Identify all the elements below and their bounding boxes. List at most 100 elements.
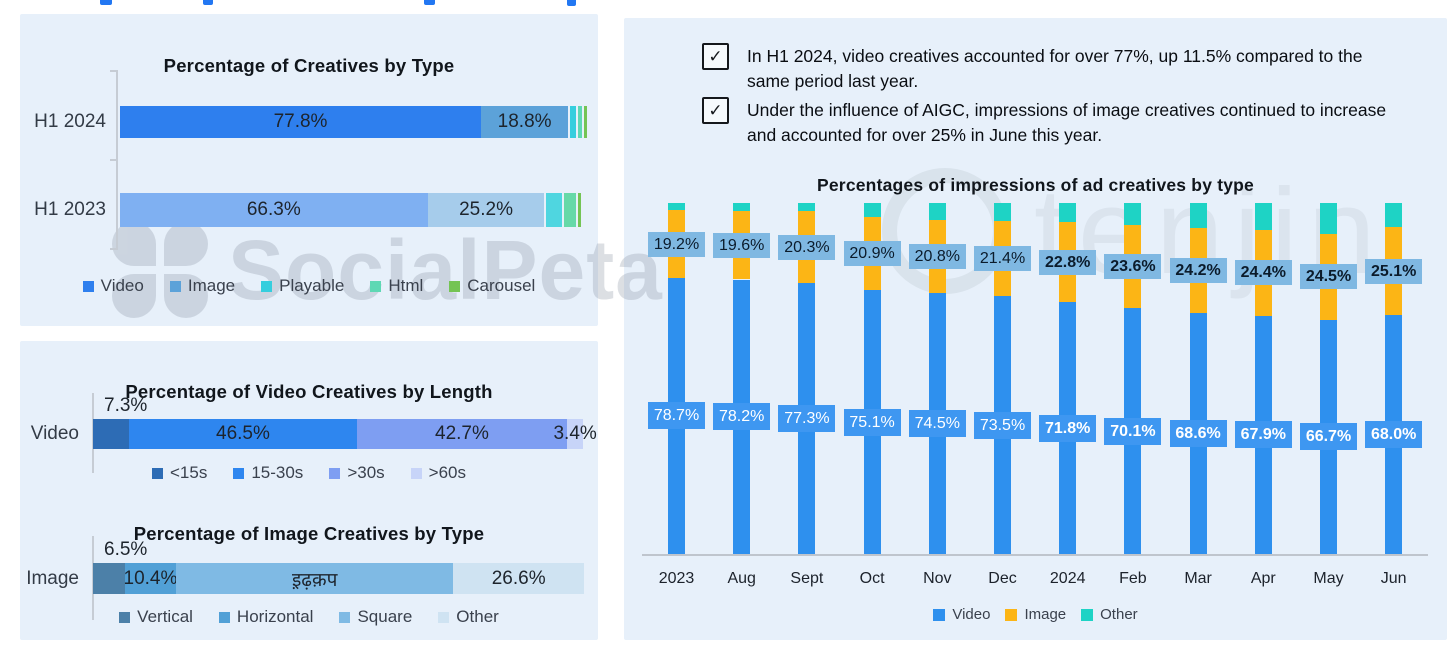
image-share-label: 19.6% <box>713 232 771 258</box>
segment-value-label: 77.8% <box>273 111 328 132</box>
bar-segment-other: 26.6% <box>453 563 584 594</box>
legend-label: Square <box>357 607 413 626</box>
bar-segment-other <box>668 203 685 211</box>
legend-item: >30s <box>329 463 385 483</box>
video-share-label: 74.5% <box>908 409 966 437</box>
legend-label: Html <box>388 276 424 295</box>
legend-item: Carousel <box>449 276 535 296</box>
bar-segment--15s <box>93 419 129 449</box>
legend-item: Other <box>1081 606 1138 623</box>
bar-segment-html <box>564 193 577 227</box>
row-label: Image <box>26 568 79 589</box>
legend-item: Html <box>370 276 423 296</box>
legend-item: >60s <box>410 463 466 483</box>
legend-item: Video <box>933 606 990 623</box>
axis-tick <box>110 159 117 161</box>
video-and-image-creatives-card: Percentage of Video Creatives by Length … <box>20 341 598 640</box>
x-axis-label: Oct <box>859 570 885 587</box>
x-axis-label: Jun <box>1380 570 1407 587</box>
image-share-label: 19.2% <box>648 231 705 257</box>
impressions-card: ✓ In H1 2024, video creatives accounted … <box>624 18 1447 640</box>
legend-item: Image <box>1005 606 1066 623</box>
legend-swatch-icon <box>370 280 382 292</box>
video-share-label: 66.7% <box>1300 423 1357 451</box>
legend-swatch-icon <box>339 611 351 623</box>
stacked-bar: 10.4% इ़ढ़क़प 26.6% <box>93 563 584 594</box>
row-label: Video <box>30 423 79 444</box>
legend-swatch-icon <box>169 280 181 292</box>
video-share-label: 68.0% <box>1365 421 1423 449</box>
bar-segment-html <box>577 106 583 138</box>
legend-label: Video <box>952 606 991 623</box>
legend-item: Video <box>82 276 144 296</box>
checkbox-checked-icon[interactable]: ✓ <box>702 43 729 70</box>
video-share-label: 68.6% <box>1169 420 1227 448</box>
stacked-bar: 77.8% 18.8% <box>120 106 587 138</box>
bar-segment-other <box>1385 203 1403 228</box>
legend-swatch-icon <box>1081 608 1094 621</box>
row-label: H1 2023 <box>34 199 106 220</box>
y-axis-line <box>92 393 94 473</box>
bar-segment-image: 25.2% <box>427 193 545 227</box>
y-axis-line <box>92 536 94 620</box>
checkmark-glyph: ✓ <box>708 47 723 66</box>
legend-item: <15s <box>151 463 207 483</box>
image-share-label: 21.4% <box>974 246 1031 271</box>
checkbox-checked-icon[interactable]: ✓ <box>702 97 729 124</box>
stacked-bar: 66.3% 25.2% <box>120 193 584 227</box>
legend-label: Vertical <box>137 607 193 626</box>
x-axis-label: Mar <box>1184 570 1212 587</box>
x-axis-label: 2024 <box>1049 570 1086 587</box>
video-share-label: 70.1% <box>1104 417 1162 445</box>
row-label: H1 2024 <box>34 111 106 132</box>
legend-swatch-icon <box>1005 608 1018 621</box>
bullet-text-video-growth: In H1 2024, video creatives accounted fo… <box>747 46 1363 92</box>
bar-segment-other <box>1189 203 1207 229</box>
legend-label: Image <box>187 276 236 295</box>
image-share-label: 20.9% <box>843 241 901 267</box>
legend-swatch-icon <box>261 280 273 292</box>
chart-title-creatives-by-type: Percentage of Creatives by Type <box>163 55 455 77</box>
x-axis-label: Aug <box>727 570 756 587</box>
image-share-label: 24.2% <box>1169 258 1227 284</box>
segment-value-label: 3.4% <box>553 423 597 444</box>
image-share-label: 24.5% <box>1300 264 1357 290</box>
x-axis-label: May <box>1313 570 1344 587</box>
image-share-label: 20.3% <box>778 234 836 260</box>
axis-tick <box>110 248 117 250</box>
video-share-label: 78.7% <box>648 402 705 430</box>
bar-segment-carousel <box>584 106 587 138</box>
chart-title-image-type: Percentage of Image Creatives by Type <box>133 523 485 545</box>
segment-value-label: 26.6% <box>491 567 546 589</box>
legend-swatch-icon <box>449 280 461 292</box>
legend-label: >60s <box>428 463 466 482</box>
bar-segment-other <box>1124 203 1142 226</box>
legend-item: Vertical <box>119 607 193 627</box>
video-share-label: 73.5% <box>974 411 1031 439</box>
legend-item: Playable <box>261 276 344 296</box>
x-axis-line <box>642 554 1428 556</box>
legend-swatch-icon <box>329 467 341 479</box>
video-share-label: 67.9% <box>1234 421 1292 449</box>
bar-segment-horizontal: 10.4% <box>124 563 177 594</box>
bar-segment-playable <box>570 106 576 138</box>
legend-swatch-icon <box>218 611 230 623</box>
bar-segment--30s: 42.7% <box>357 419 567 449</box>
checkmark-glyph: ✓ <box>708 101 723 120</box>
bar-segment-square: इ़ढ़क़प <box>175 563 454 594</box>
legend-swatch-icon <box>233 467 245 479</box>
legend-swatch-icon <box>438 611 450 623</box>
segment-value-label: 42.7% <box>435 423 489 444</box>
legend-label: Playable <box>279 276 345 295</box>
legend-item: Image <box>169 276 236 296</box>
video-share-label: 75.1% <box>843 408 901 436</box>
bar-segment-playable <box>546 193 563 227</box>
bar-segment-other <box>863 203 881 217</box>
legend-swatch-icon <box>151 467 163 479</box>
bar-segment-other <box>1320 203 1337 234</box>
image-share-label: 24.4% <box>1234 260 1292 286</box>
legend-label: Other <box>1100 606 1138 623</box>
segment-value-label: इ़ढ़क़प <box>291 569 338 591</box>
legend-label: 15-30s <box>251 463 304 482</box>
